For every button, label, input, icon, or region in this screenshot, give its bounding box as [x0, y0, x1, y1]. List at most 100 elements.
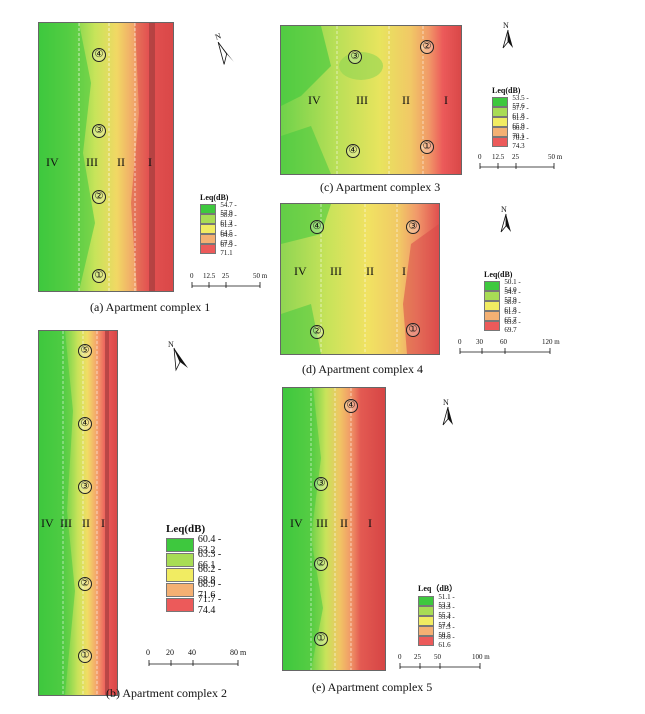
legend-title: Leq(dB): [200, 193, 229, 202]
legend-item: 65.8 - 69.7: [484, 318, 524, 334]
legend-item: 58.0 - 61.2: [200, 211, 240, 227]
legend-title: Leq(dB): [166, 523, 206, 535]
legend-swatch: [166, 567, 194, 582]
point-2: ②: [314, 557, 328, 571]
north-arrow-icon: N: [214, 31, 234, 65]
legend-swatch: [200, 234, 217, 244]
legend-swatch: [484, 281, 501, 291]
legend-swatch: [166, 597, 194, 612]
point-3: ③: [314, 477, 328, 491]
legend-item: 51.1 - 53.2: [418, 593, 458, 609]
scale-tick: 30: [476, 338, 483, 346]
legend-title: Leq(dB): [484, 270, 513, 279]
scale-tick: 100 m: [472, 653, 490, 661]
svg-text:N: N: [503, 21, 509, 30]
zone-label-i: I: [148, 155, 152, 169]
legend-swatch: [166, 582, 194, 597]
legend-range: 67.9 - 71.1: [220, 241, 237, 257]
legend-range: 71.7 - 74.4: [197, 593, 222, 616]
legend-swatch: [200, 244, 217, 254]
legend-item: 53.5 - 57.6: [492, 94, 532, 110]
noise-map-e: [282, 387, 386, 671]
scale-tick: 0: [190, 272, 194, 280]
legend-item: 66.2 - 68.8: [166, 564, 228, 586]
point-2: ②: [78, 577, 92, 591]
svg-text:N: N: [214, 31, 223, 42]
legend-item: 68.9 - 71.6: [166, 579, 228, 601]
legend-range: 54.7 - 57.9: [220, 201, 237, 217]
scale-tick: 20: [166, 648, 174, 657]
zone-label-iii: III: [86, 155, 98, 169]
zone-label-iv: IV: [290, 516, 303, 530]
legend-a: Leq(dB) 54.7 - 57.9 58.0 - 61.2 61.3 - 6…: [200, 193, 240, 257]
legend-item: 53.3 - 55.3: [418, 603, 458, 619]
scale-tick: 80 m: [230, 648, 247, 657]
north-arrow-icon: N: [500, 205, 511, 233]
scale-tick: 40: [188, 648, 196, 657]
caption-a: (a) Apartment complex 1: [90, 300, 211, 314]
legend-title: Leq（dB）: [418, 584, 458, 593]
legend-range: 65.8 - 69.7: [504, 318, 521, 334]
legend-swatch: [418, 596, 435, 606]
scale-tick: 0: [458, 338, 462, 346]
north-arrow-icon: N: [168, 340, 188, 372]
legend-range: 66.0 - 70.1: [512, 124, 529, 140]
scale-tick: 60: [500, 338, 507, 346]
legend-swatch: [492, 137, 509, 147]
svg-text:N: N: [168, 340, 174, 349]
legend-swatch: [492, 127, 509, 137]
point-1: ①: [78, 649, 92, 663]
legend-item: 54.7 - 57.9: [200, 201, 240, 217]
legend-item: 54.1 - 57.9: [484, 288, 524, 304]
legend-title: Leq(dB): [492, 86, 521, 95]
legend-swatch: [484, 311, 501, 321]
legend-range: 57.7 - 61.8: [512, 104, 529, 120]
noise-map-b: [38, 330, 118, 696]
legend-range: 57.5 - 59.5: [438, 623, 455, 639]
legend-item: 70.2 - 74.3: [492, 134, 532, 150]
legend-swatch: [200, 204, 217, 214]
point-2: ②: [420, 40, 434, 54]
zone-label-iv: IV: [294, 264, 307, 278]
scale-tick: 120 m: [542, 338, 560, 346]
legend-range: 50.1 - 54.0: [504, 278, 521, 294]
scale-tick: 50: [434, 653, 441, 661]
zone-label-i: I: [402, 264, 406, 278]
point-2: ②: [310, 325, 324, 339]
zone-label-i: I: [368, 516, 372, 530]
scale-bar-e: 0 25 50 100 m: [396, 653, 496, 675]
legend-range: 59.6 - 61.6: [438, 633, 455, 649]
zone-label-iii: III: [316, 516, 328, 530]
north-arrow-icon: N: [502, 21, 513, 49]
legend-swatch: [492, 97, 509, 107]
legend-swatch: [492, 107, 509, 117]
legend-item: 61.3 - 64.5: [200, 221, 240, 237]
legend-range: 68.9 - 71.6: [197, 578, 222, 601]
legend-range: 61.9 - 65.7: [504, 308, 521, 324]
scale-bar-b: 0 20 40 80 m: [146, 648, 256, 670]
legend-range: 58.0 - 61.2: [220, 211, 237, 227]
legend-swatch: [200, 224, 217, 234]
scale-tick: 25: [222, 272, 229, 280]
legend-e: Leq（dB） 51.1 - 53.2 53.3 - 55.3 55.4 - 5…: [418, 583, 458, 649]
scale-bar-c: 0 12.5 25 50 m: [476, 153, 566, 175]
legend-swatch: [492, 117, 509, 127]
legend-item: 59.6 - 61.6: [418, 633, 458, 649]
legend-swatch: [166, 552, 194, 567]
point-1: ①: [314, 632, 328, 646]
caption-e: (e) Apartment complex 5: [312, 680, 433, 694]
legend-swatch: [484, 321, 501, 331]
legend-item: 66.0 - 70.1: [492, 124, 532, 140]
legend-range: 66.2 - 68.8: [197, 563, 222, 586]
legend-range: 60.4 - 63.2: [197, 533, 222, 556]
scale-tick: 25: [414, 653, 421, 661]
caption-b: (b) Apartment complex 2: [106, 686, 227, 700]
scale-bar-d: 0 30 60 120 m: [456, 338, 566, 360]
legend-range: 58.0 - 61.8: [504, 298, 521, 314]
legend-item: 61.9 - 65.9: [492, 114, 532, 130]
zone-label-iii: III: [356, 93, 368, 107]
point-4: ④: [344, 399, 358, 413]
legend-range: 51.1 - 53.2: [438, 593, 455, 609]
point-1: ①: [406, 323, 420, 337]
scale-tick: 50 m: [548, 153, 563, 161]
